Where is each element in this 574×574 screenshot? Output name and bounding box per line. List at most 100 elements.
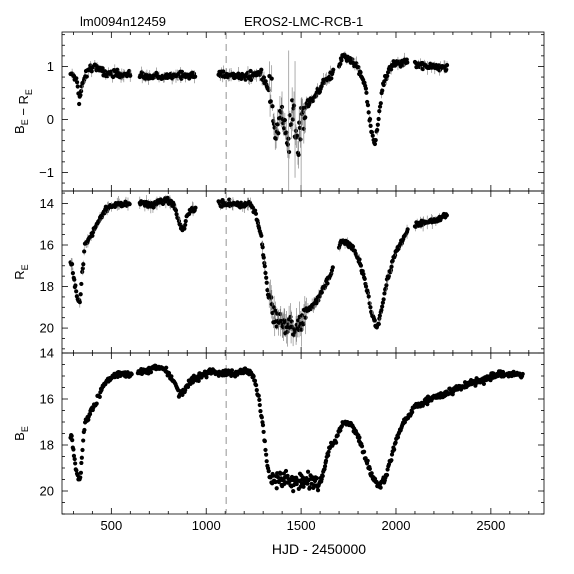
data-point [72,277,77,282]
data-point [86,417,91,422]
data-point [377,104,383,109]
data-point [81,438,86,443]
data-point [251,374,256,379]
data-point [73,283,78,288]
data-point [82,249,87,254]
data-point [274,324,279,329]
data-point [291,103,297,108]
x-axis-label: HJD - 2450000 [272,541,366,557]
panel-color: 10−1BE − RE [12,31,545,192]
data-point [259,67,264,72]
data-point [193,205,198,210]
data-point [315,488,321,493]
y-tick-label: 20 [40,321,54,336]
data-point [71,453,77,458]
data-point [193,74,198,79]
data-point [357,435,362,440]
data-point [369,471,374,476]
data-point [298,137,303,142]
data-point [90,233,95,238]
data-point [380,88,385,93]
data-point [378,101,383,106]
y-tick-label: 18 [40,438,54,453]
data-point [79,281,84,287]
data-point [79,455,84,460]
data-point [500,369,506,375]
data-point [273,308,278,313]
data-point [381,82,386,88]
data-point [148,370,154,375]
data-point [183,219,188,224]
chart-title: EROS2-LMC-RCB-1 [244,14,363,29]
y-label-text: − R [16,95,31,119]
data-point [294,481,299,487]
data-point [270,104,275,109]
data-point [78,93,83,98]
data-point [243,77,248,82]
data-point [283,468,289,474]
data-point [263,270,268,276]
data-point [323,458,329,463]
data-point [275,474,280,480]
data-point [254,388,259,393]
data-point [69,261,75,267]
data-point [94,401,99,406]
data-point [252,378,258,383]
data-point [384,283,389,288]
x-tick-label: 2500 [476,518,505,533]
data-point [269,76,274,81]
data-point [297,120,302,125]
data-point [410,410,415,415]
data-point [384,472,390,478]
data-point [79,460,84,466]
data-point [260,245,265,250]
data-point [164,365,169,370]
data-point [180,392,185,397]
x-tick-label: 500 [100,518,122,533]
data-point [77,101,82,107]
data-point [319,290,324,295]
data-point [196,378,201,383]
data-point [79,89,84,94]
data-point [263,447,268,453]
data-point [307,485,312,490]
data-point [289,122,294,127]
data-point [380,304,385,309]
y-tick-label: 18 [40,279,54,294]
data-point [279,104,285,110]
data-point [365,102,371,108]
data-point [366,110,371,115]
data-point [259,233,264,238]
data-point [305,481,310,486]
data-point [358,70,363,75]
data-point [82,427,87,433]
data-point [392,447,397,452]
data-point [127,202,132,207]
data-point [365,458,370,463]
data-point [265,288,270,293]
data-point [335,433,340,438]
data-point [173,208,179,213]
y-tick-label: 1 [47,59,54,74]
data-point [278,311,283,317]
data-point [271,121,277,127]
data-point [356,65,361,70]
data-point [74,289,79,294]
data-point [261,255,266,260]
data-point [284,130,289,135]
data-point [376,321,381,327]
data-point [377,313,382,318]
data-point [84,74,89,79]
data-point [72,456,77,462]
data-point [425,401,430,407]
data-point [376,116,381,122]
data-point [382,291,387,296]
data-point [378,485,383,490]
data-point [262,264,267,269]
y-label-text: R [12,270,27,279]
data-point [359,444,365,449]
data-point [295,133,300,138]
data-point [268,99,273,104]
data-point [266,469,271,474]
data-point [69,433,74,439]
